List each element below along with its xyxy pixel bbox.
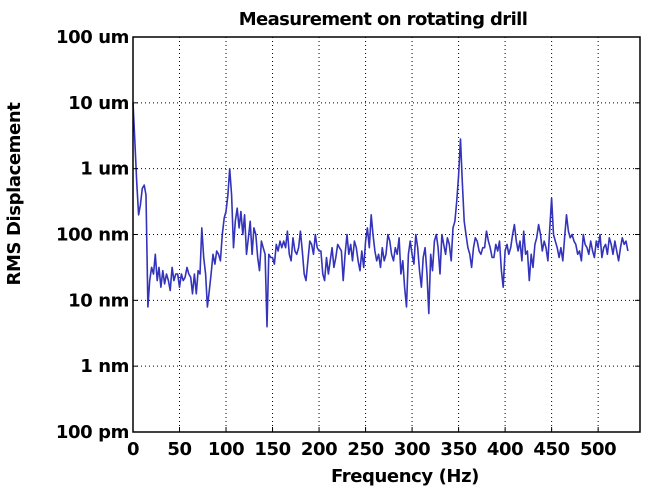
ticks	[132, 36, 640, 433]
x-tick-labels: 0 50 100 150 200 250 300 350 400 450 500	[127, 439, 617, 460]
y-tick-label: 100 nm	[56, 225, 129, 246]
x-tick-label: 350	[440, 439, 476, 460]
series-layer	[132, 102, 629, 328]
y-tick-labels: 100 um 10 um 1 um 100 nm 10 nm 1 nm 100 pm	[56, 27, 129, 443]
x-tick-label: 50	[167, 439, 191, 460]
x-tick-label: 300	[394, 439, 430, 460]
x-tick-label: 200	[301, 439, 337, 460]
x-tick-label: 400	[487, 439, 523, 460]
y-tick-label: 10 um	[68, 93, 129, 114]
x-tick-label: 100	[208, 439, 244, 460]
x-tick-label: 150	[254, 439, 290, 460]
y-axis-label: RMS Displacement	[4, 102, 25, 286]
x-tick-label: 500	[580, 439, 616, 460]
grid	[133, 37, 640, 432]
y-tick-label: 1 um	[80, 159, 129, 180]
x-tick-label: 250	[347, 439, 383, 460]
y-tick-label: 10 nm	[68, 290, 129, 311]
x-axis-label: Frequency (Hz)	[331, 466, 479, 487]
y-tick-label: 100 um	[56, 27, 129, 48]
y-tick-label: 1 nm	[80, 356, 129, 377]
x-tick-label: 450	[533, 439, 569, 460]
x-tick-label: 0	[127, 439, 139, 460]
series-line	[132, 102, 629, 328]
y-tick-label: 100 pm	[56, 422, 129, 443]
chart-title: Measurement on rotating drill	[239, 9, 528, 30]
